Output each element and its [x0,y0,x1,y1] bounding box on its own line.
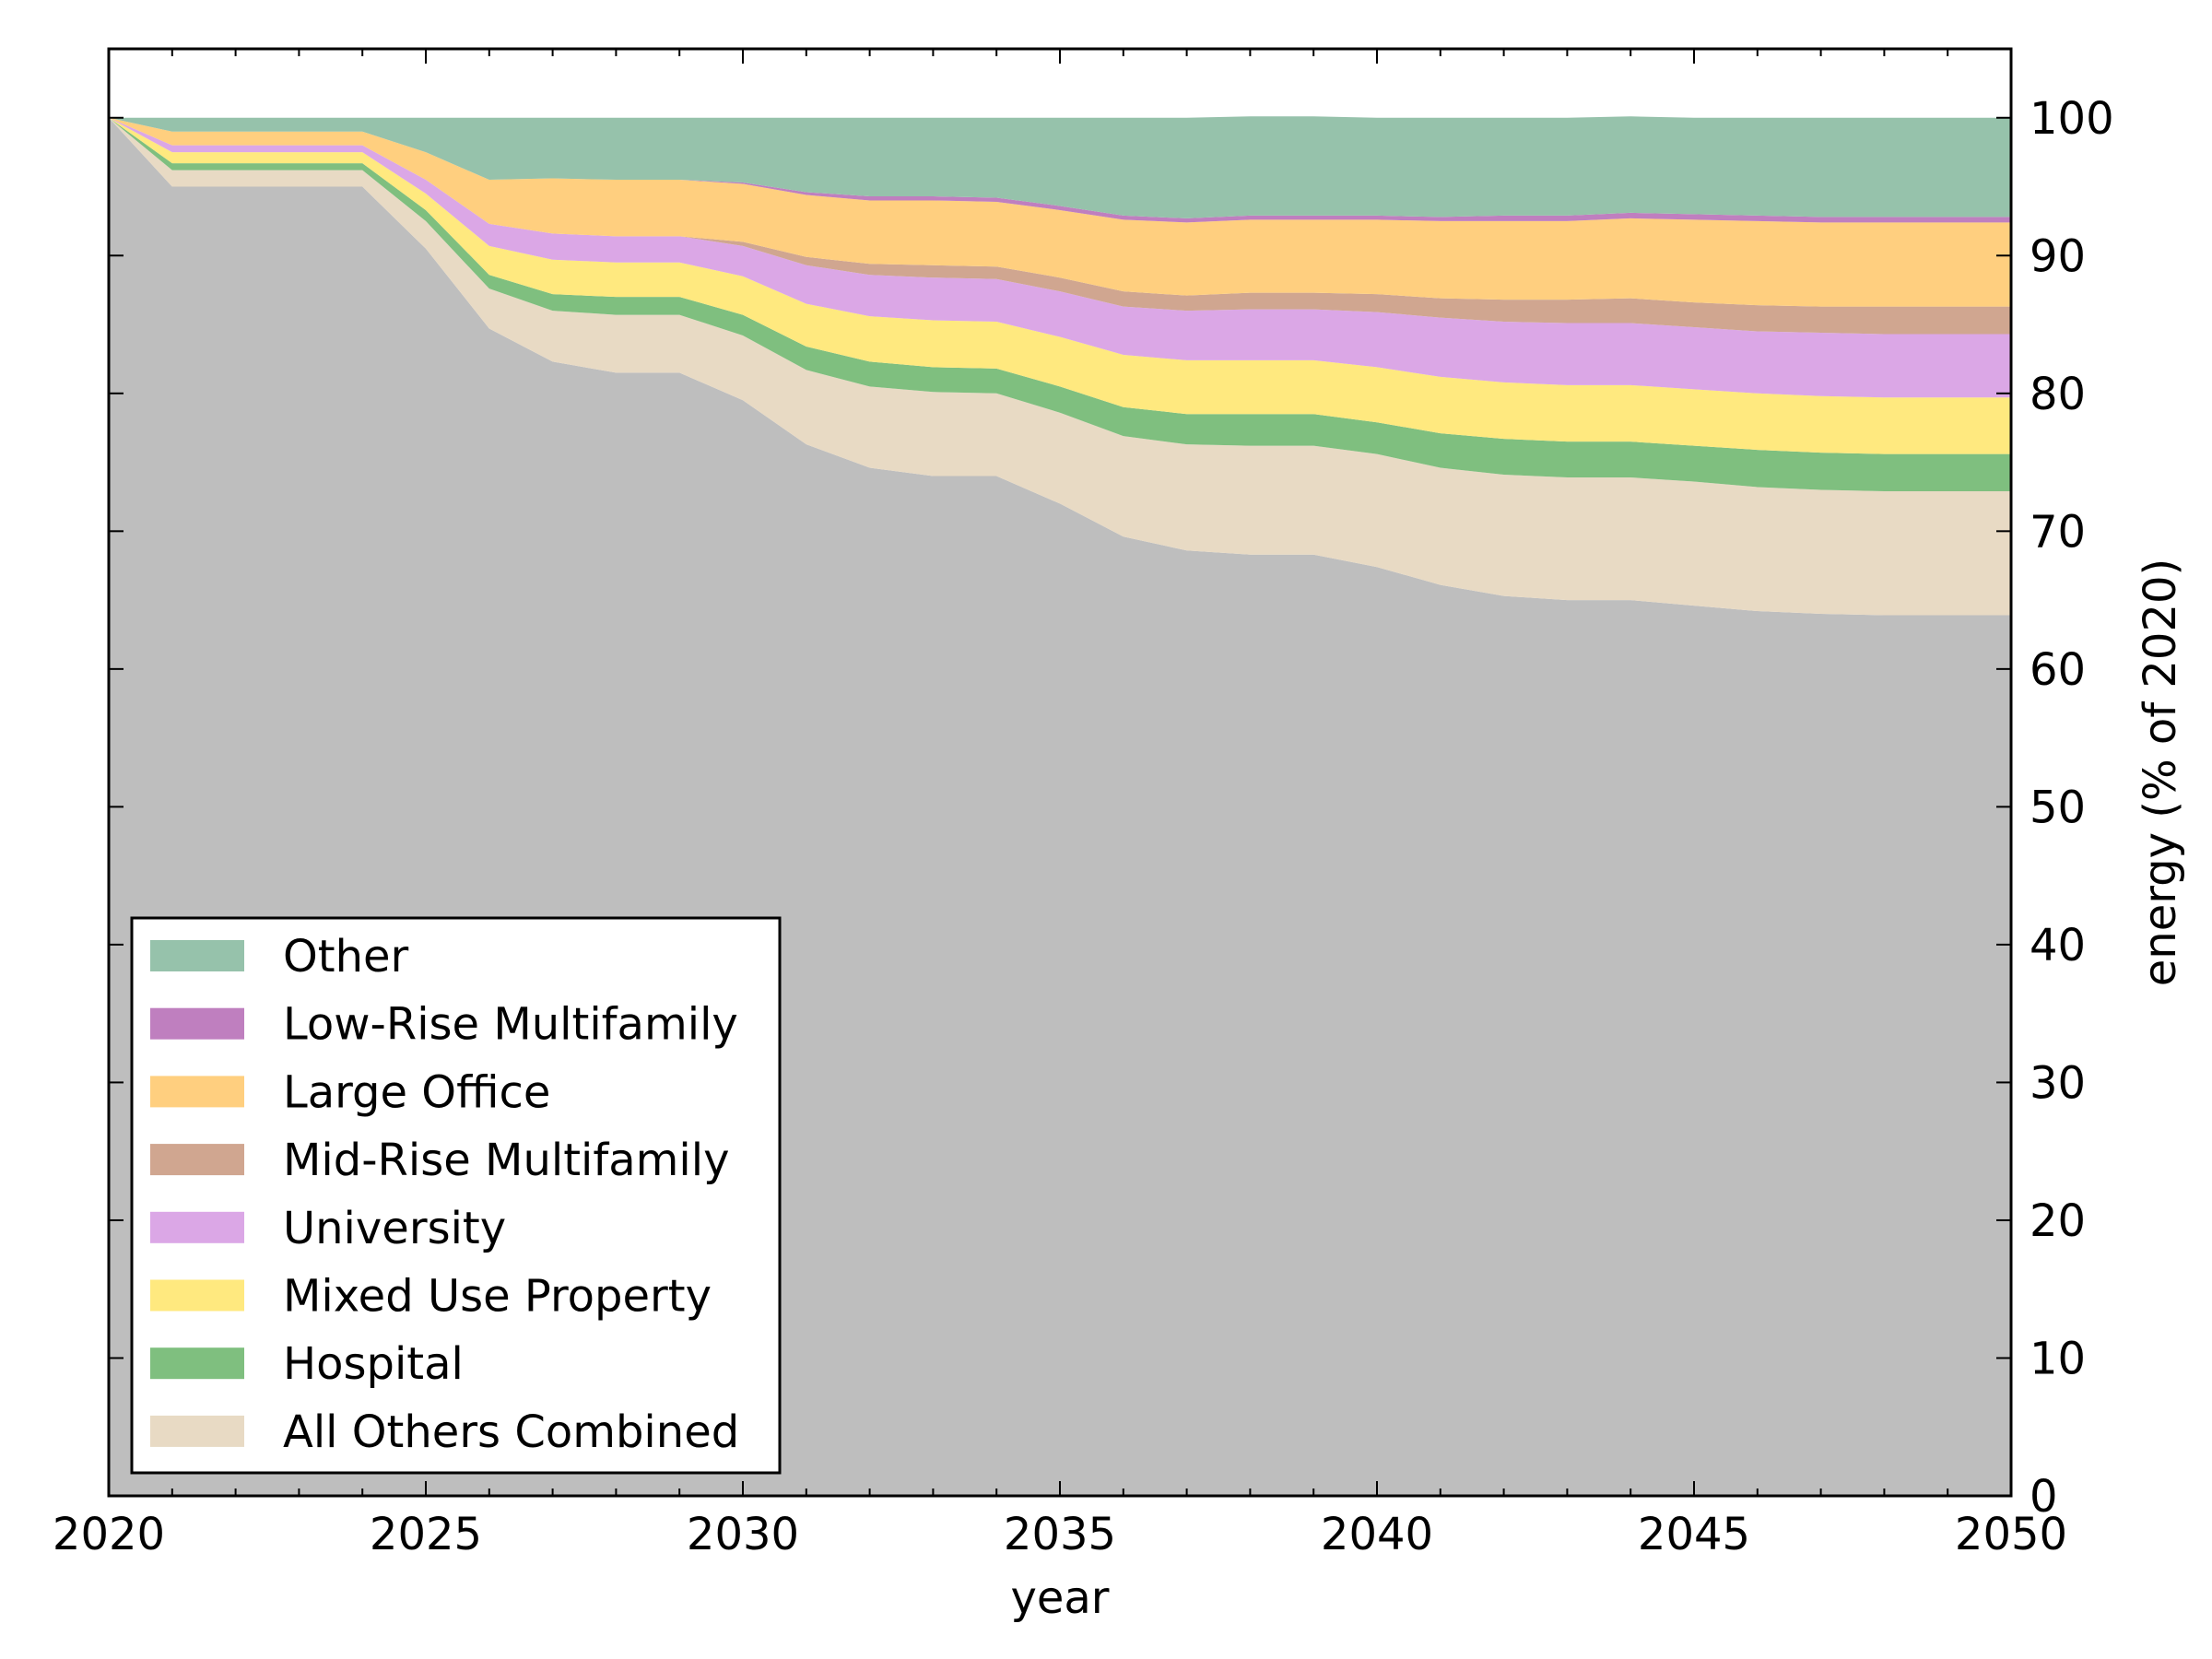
y-tick-label: 70 [2030,506,2086,558]
y-tick-label: 80 [2030,369,2086,420]
x-tick-label: 2050 [1955,1509,2067,1560]
y-tick-label: 20 [2030,1195,2086,1247]
legend-swatch-mixed-use-property [150,1279,244,1312]
legend-swatch-mid-rise-multifamily [150,1144,244,1176]
legend-label-low-rise-multifamily: Low-Rise Multifamily [283,999,738,1051]
y-tick-label: 30 [2030,1057,2086,1109]
legend-swatch-hospital [150,1347,244,1380]
area-hospital [109,117,2011,491]
y-tick-label: 40 [2030,920,2086,971]
y-tick-label: 90 [2030,230,2086,282]
area-university [109,117,2011,398]
legend-label-university: University [283,1203,506,1254]
area-large-office [109,117,2011,307]
y-tick-label: 10 [2030,1333,2086,1384]
legend: Other Low-Rise Multifamily Large Office Mid… [130,916,782,1475]
legend-swatch-university [150,1211,244,1243]
y-tick-label: 100 [2030,93,2114,145]
y-axis-label: energy (% of 2020) [2135,559,2186,987]
x-tick-labels: 2020 2025 2030 2035 2040 2045 2050 [53,1509,2067,1560]
area-mid-rise-multifamily [109,117,2011,335]
y-tick-label: 50 [2030,782,2086,833]
legend-label-hospital: Hospital [283,1338,464,1390]
y-tick-labels: 0 10 20 30 40 50 60 70 80 90 100 [2030,93,2114,1523]
legend-label-other: Other [283,931,409,982]
legend-swatch-other [150,940,244,971]
y-tick-label: 60 [2030,644,2086,696]
legend-label-all-others-combined: All Others Combined [283,1406,739,1458]
legend-label-large-office: Large Office [283,1066,550,1118]
x-tick-label: 2035 [1004,1509,1116,1560]
x-axis-label: year [1010,1572,1109,1624]
area-other [109,116,2011,218]
x-tick-label: 2020 [53,1509,165,1560]
legend-label-mixed-use-property: Mixed Use Property [283,1271,712,1323]
legend-swatch-all-others-combined [150,1415,244,1447]
area-mixed-use-property [109,117,2011,454]
legend-label-mid-rise-multifamily: Mid-Rise Multifamily [283,1135,730,1186]
legend-swatch-large-office [150,1076,244,1108]
x-tick-label: 2040 [1321,1509,1433,1560]
legend-swatch-low-rise-multifamily [150,1007,244,1040]
x-tick-label: 2045 [1638,1509,1750,1560]
x-tick-label: 2030 [687,1509,799,1560]
legend-entries: Other Low-Rise Multifamily Large Office Mid… [150,931,739,1458]
y-tick-label: 0 [2030,1471,2058,1523]
x-tick-label: 2025 [370,1509,482,1560]
area-all-others-combined [109,117,2011,616]
plot-frame [107,47,2013,1498]
